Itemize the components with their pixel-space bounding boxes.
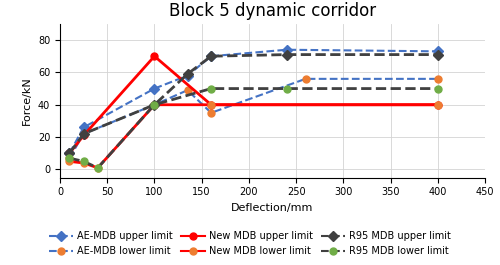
Title: Block 5 dynamic corridor: Block 5 dynamic corridor <box>169 2 376 20</box>
Legend: AE-MDB upper limit, AE-MDB lower limit, New MDB upper limit, New MDB lower limit: AE-MDB upper limit, AE-MDB lower limit, … <box>45 227 455 260</box>
X-axis label: Deflection/mm: Deflection/mm <box>232 203 314 213</box>
Y-axis label: Force/kN: Force/kN <box>22 76 32 125</box>
